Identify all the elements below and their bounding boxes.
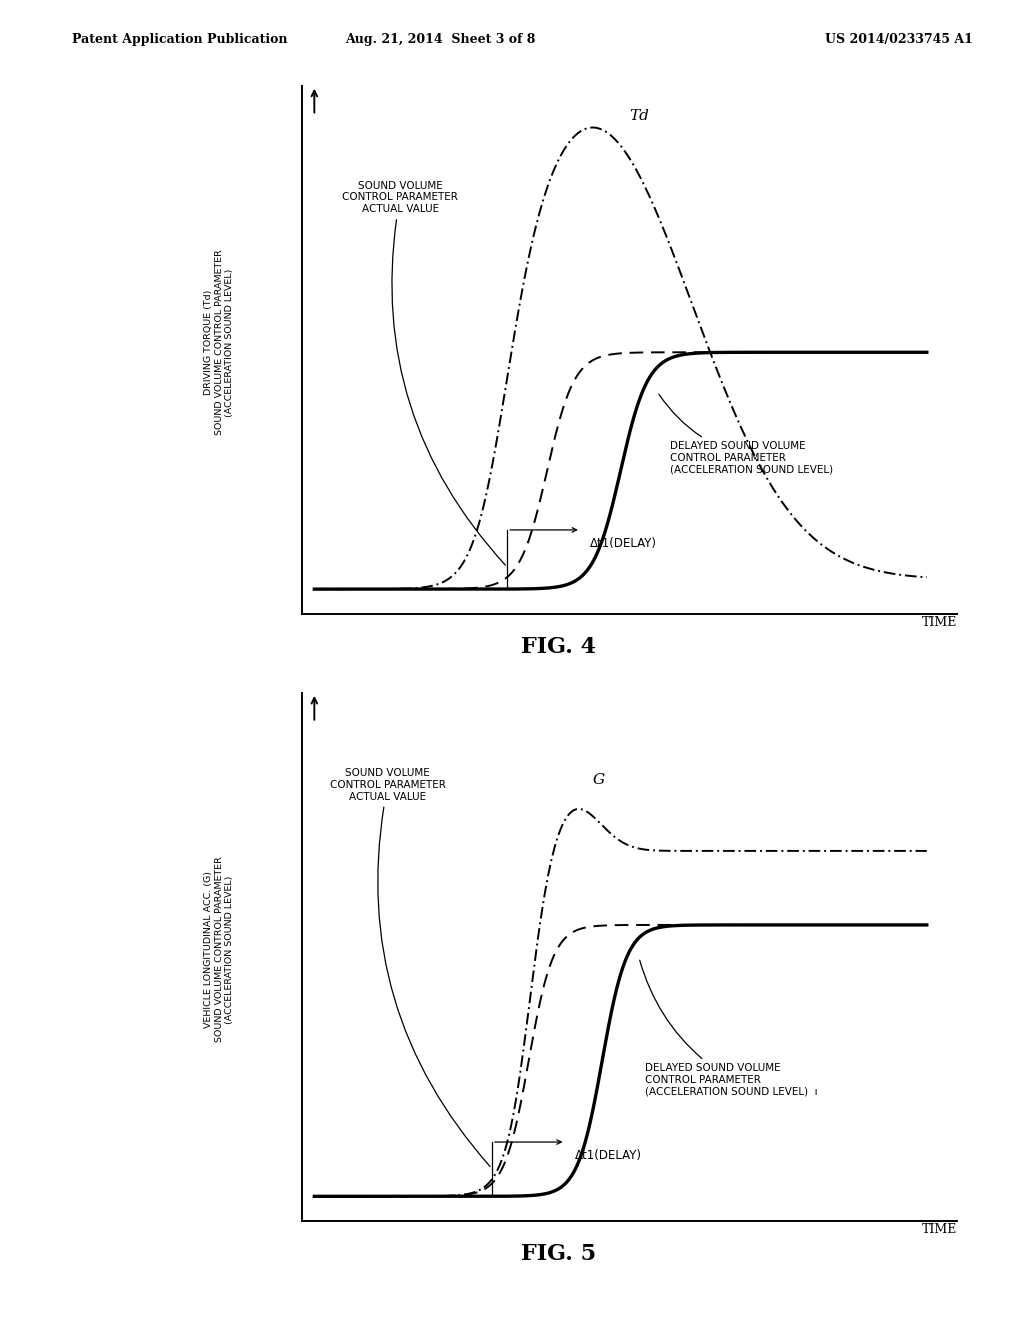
Text: Aug. 21, 2014  Sheet 3 of 8: Aug. 21, 2014 Sheet 3 of 8 — [345, 33, 536, 46]
Text: DELAYED SOUND VOLUME
CONTROL PARAMETER
(ACCELERATION SOUND LEVEL)  ı: DELAYED SOUND VOLUME CONTROL PARAMETER (… — [640, 960, 818, 1097]
Text: DELAYED SOUND VOLUME
CONTROL PARAMETER
(ACCELERATION SOUND LEVEL): DELAYED SOUND VOLUME CONTROL PARAMETER (… — [658, 395, 833, 474]
Text: G: G — [593, 772, 605, 787]
Text: DRIVING TORQUE (Td)
SOUND VOLUME CONTROL PARAMETER
(ACCELERATION SOUND LEVEL): DRIVING TORQUE (Td) SOUND VOLUME CONTROL… — [205, 249, 234, 436]
Text: FIG. 5: FIG. 5 — [520, 1243, 596, 1266]
Text: Δt1(DELAY): Δt1(DELAY) — [574, 1150, 642, 1163]
Text: Δt1(DELAY): Δt1(DELAY) — [590, 537, 657, 550]
Text: SOUND VOLUME
CONTROL PARAMETER
ACTUAL VALUE: SOUND VOLUME CONTROL PARAMETER ACTUAL VA… — [330, 768, 490, 1167]
Text: Td: Td — [630, 108, 649, 123]
Text: SOUND VOLUME
CONTROL PARAMETER
ACTUAL VALUE: SOUND VOLUME CONTROL PARAMETER ACTUAL VA… — [342, 181, 506, 565]
Text: US 2014/0233745 A1: US 2014/0233745 A1 — [825, 33, 973, 46]
Text: TIME: TIME — [922, 1224, 956, 1237]
Text: FIG. 4: FIG. 4 — [520, 636, 596, 659]
Text: TIME: TIME — [922, 616, 956, 630]
Text: Patent Application Publication: Patent Application Publication — [72, 33, 287, 46]
Text: VEHICLE LONGITUDINAL ACC. (G)
SOUND VOLUME CONTROL PARAMETER
(ACCELERATION SOUND: VEHICLE LONGITUDINAL ACC. (G) SOUND VOLU… — [205, 857, 234, 1043]
